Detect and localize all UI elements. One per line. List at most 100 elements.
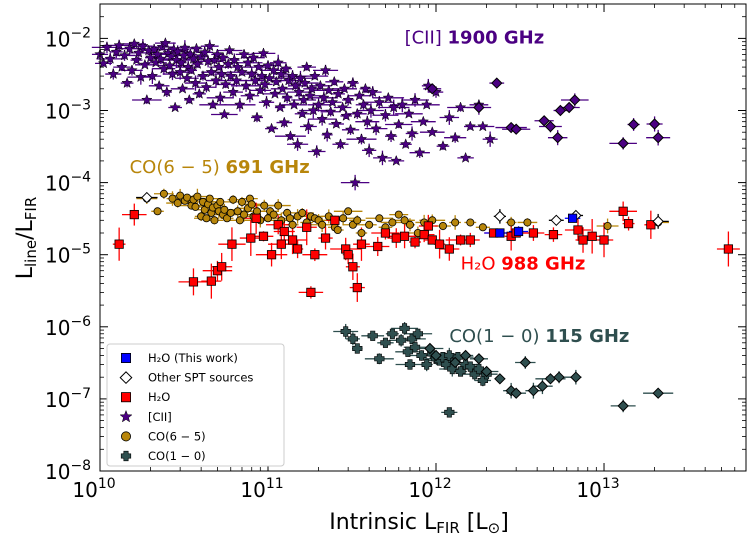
h-o-this-work-point — [495, 228, 505, 238]
cii-point — [104, 52, 117, 64]
x-tick-exp: 11 — [266, 476, 284, 492]
cii-spt-diamond-point — [652, 131, 664, 144]
cii-point — [245, 67, 258, 80]
cii-spt-diamond-point — [491, 77, 503, 89]
cii-point — [349, 176, 361, 188]
co-6-5-point — [344, 207, 353, 216]
annotation-prefix: [CII] — [405, 27, 448, 48]
h-o-point — [302, 222, 312, 232]
cii-point — [294, 72, 307, 84]
cii-spt-diamond-point — [648, 118, 661, 130]
co-6-5-point — [365, 220, 374, 229]
h-o-point — [573, 225, 583, 235]
y-tick-base: 10 — [45, 316, 70, 340]
co-6-5-point — [159, 189, 168, 198]
y-axis-title-sub2: FIR — [22, 197, 40, 220]
x-axis-title-unit-end: ] — [500, 510, 509, 534]
h-o-point — [206, 276, 216, 286]
co-6-5-point — [168, 194, 177, 203]
cii-spt-diamond-point — [510, 123, 522, 135]
cii-point — [252, 60, 265, 73]
h-o-point — [306, 287, 316, 297]
cii-point — [234, 98, 246, 110]
x-tick-label: 1011 — [240, 476, 283, 502]
cii-spt-diamond-point — [551, 131, 564, 144]
cii-point — [340, 109, 353, 121]
co-1-0-point — [444, 407, 455, 418]
y-tick-exp: −8 — [70, 458, 91, 474]
h-o-point — [114, 239, 124, 249]
co-6-5-point — [507, 218, 516, 227]
x-tick-exp: 13 — [602, 476, 620, 492]
annotation-frequency: 691 GHz — [226, 157, 310, 178]
cii-point — [247, 51, 260, 63]
co-1-0-spt-diamond-point — [570, 371, 582, 383]
y-axis-title-sub1: line — [22, 240, 40, 267]
cii-point — [449, 131, 461, 143]
h-o-point — [578, 235, 588, 245]
y-tick-label: 10−6 — [45, 314, 91, 340]
co-1-0-point — [367, 330, 378, 341]
annotation-3: CO(1 − 0) 115 GHz — [449, 326, 629, 347]
cii-point — [141, 93, 153, 105]
h-o-this-work-point — [513, 226, 524, 237]
cii-point — [379, 109, 392, 121]
h-o-point — [723, 244, 734, 254]
cii-point — [437, 140, 449, 152]
h-o-point — [548, 230, 559, 240]
co-6-5-point — [438, 222, 447, 231]
cii-spt-diamond-point — [554, 104, 567, 117]
cii-point — [269, 87, 281, 99]
h-o-point — [217, 262, 227, 272]
cii-point — [464, 120, 477, 132]
plot-frame — [99, 3, 747, 472]
h-o-point — [266, 250, 277, 260]
cii-point — [334, 138, 347, 150]
cii-point — [296, 107, 309, 119]
y-tick-base: 10 — [45, 27, 70, 51]
co-1-0-spt-diamond-point — [617, 400, 629, 412]
y-tick-exp: −2 — [70, 25, 91, 41]
co-6-5-point — [202, 214, 211, 223]
cii-point — [166, 67, 179, 80]
cii-point — [316, 112, 328, 125]
cii-point — [304, 89, 316, 101]
cii-point — [118, 49, 131, 61]
annotation-frequency: 115 GHz — [545, 326, 629, 347]
cii-point — [322, 84, 335, 96]
co-6-5-point — [173, 199, 182, 208]
legend-marker-h-o — [121, 392, 132, 403]
cii-point — [217, 51, 229, 63]
cii-point — [218, 108, 231, 120]
cii-point — [484, 133, 496, 145]
cii-point — [300, 60, 313, 73]
co-6-5-point — [466, 218, 475, 227]
cii-point — [230, 74, 243, 86]
legend-item: CO(6 − 5) — [121, 429, 206, 443]
legend-label: H₂O — [148, 390, 170, 404]
cii-point — [413, 146, 426, 158]
cii-point — [312, 98, 325, 110]
other-spt-sources-point — [652, 215, 664, 228]
cii-point — [240, 79, 252, 91]
x-axis-title-sub: FIR — [436, 519, 459, 534]
cii-point — [189, 76, 202, 89]
cii-point — [185, 64, 198, 76]
x-tick-exp: 10 — [98, 476, 116, 492]
h-o-point — [287, 235, 298, 245]
y-tick-label: 10−7 — [45, 386, 91, 412]
legend: H₂O (This work) Other SPT sources H₂O [CII]… — [106, 343, 285, 467]
sun-symbol: ⊙ — [488, 519, 501, 534]
cii-point — [344, 123, 357, 135]
h-o-point — [310, 250, 320, 260]
h-o-point — [599, 235, 609, 245]
co-6-5-point — [269, 210, 278, 219]
co-6-5-point — [357, 228, 366, 237]
cii-point — [224, 69, 237, 82]
y-tick-base: 10 — [45, 388, 70, 412]
h-o-point — [587, 231, 597, 241]
cii-point — [231, 60, 244, 73]
h-o-point — [273, 220, 283, 230]
cii-point — [238, 48, 250, 60]
cii-point — [179, 41, 191, 53]
